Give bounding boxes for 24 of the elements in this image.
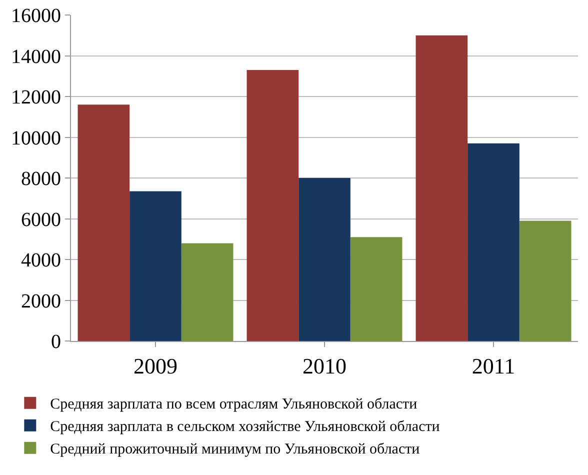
- legend-label: Средняя зарплата в сельском хозяйстве Ульяновской области: [50, 419, 440, 436]
- bar: [298, 178, 350, 341]
- y-tick-label: 6000: [21, 208, 61, 231]
- legend-label: Средний прожиточный минимум по Ульяновской области: [50, 442, 420, 458]
- y-tick-label: 8000: [21, 168, 61, 190]
- bar: [468, 143, 520, 341]
- y-tick-label: 16000: [11, 5, 61, 27]
- x-tick-label: 2010: [302, 353, 346, 378]
- bar: [130, 191, 182, 341]
- y-tick-label: 10000: [11, 127, 61, 150]
- bar: [78, 104, 130, 341]
- legend-label: Средняя зарплата по всем отраслям Ульяновской области: [50, 396, 418, 413]
- bar: [416, 35, 468, 341]
- y-tick-label: 0: [51, 331, 61, 353]
- y-tick-label: 2000: [21, 290, 61, 312]
- x-tick-label: 2011: [472, 353, 516, 378]
- bar: [350, 237, 402, 341]
- bar: [246, 70, 299, 341]
- x-tick-label: 2009: [134, 353, 178, 378]
- y-tick-label: 4000: [21, 250, 61, 272]
- y-tick-label: 14000: [11, 46, 61, 68]
- bar: [181, 243, 234, 341]
- bar: [519, 220, 572, 341]
- y-tick-label: 12000: [11, 86, 61, 108]
